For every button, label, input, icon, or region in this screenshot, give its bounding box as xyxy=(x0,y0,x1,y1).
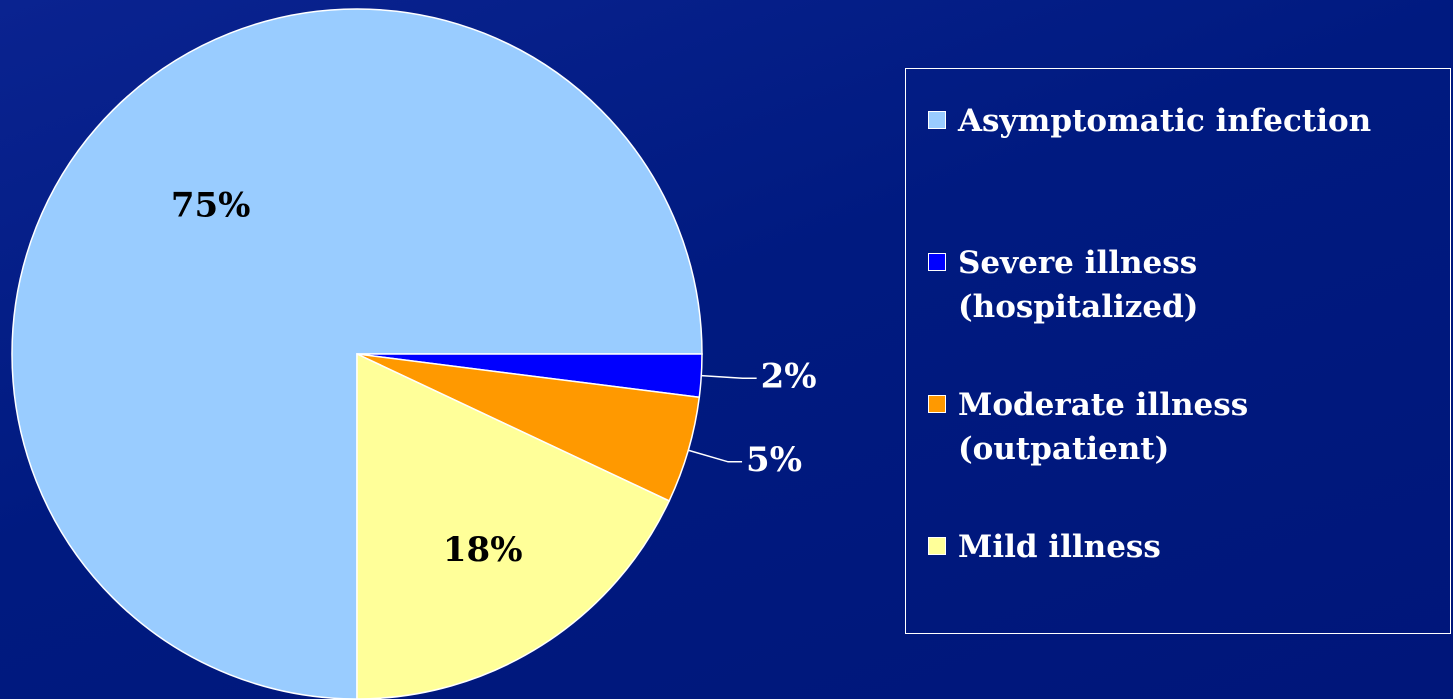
pie-slice xyxy=(356,352,671,699)
legend-swatch xyxy=(928,111,946,129)
legend: Asymptomatic infection Severe illness (ho… xyxy=(905,68,1451,634)
slice-label: 18% xyxy=(443,530,523,570)
legend-swatch xyxy=(928,253,946,271)
legend-swatch xyxy=(928,395,946,413)
legend-label: Moderate illness (outpatient) xyxy=(958,387,1249,467)
slice-label: 2% xyxy=(761,356,817,396)
legend-swatch xyxy=(928,537,946,555)
legend-label: Mild illness xyxy=(958,529,1161,565)
chart: 75% 2% 5% 18% xyxy=(11,8,817,699)
leader-line xyxy=(701,374,757,380)
legend-label: Asymptomatic infection xyxy=(958,103,1372,139)
legend-label: Severe illness (hospitalized) xyxy=(958,245,1199,325)
slice-label: 75% xyxy=(171,186,251,226)
leader-line xyxy=(688,449,743,463)
pie-slice xyxy=(11,8,703,699)
slice-label: 5% xyxy=(746,440,802,480)
